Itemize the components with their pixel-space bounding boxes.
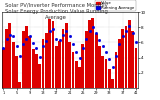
Bar [85,31,88,88]
Bar [118,39,121,88]
Bar [12,42,15,88]
Bar [88,20,91,88]
Bar [25,26,28,88]
Bar [58,41,61,88]
Bar [2,48,5,88]
Bar [95,34,98,88]
Legend: Value, Running Average: Value, Running Average [95,0,136,11]
Bar [15,56,18,88]
Bar [111,79,114,88]
Bar [135,48,137,88]
Bar [28,36,31,88]
Bar [18,82,21,88]
Bar [45,33,48,88]
Bar [38,64,41,88]
Bar [105,59,108,88]
Bar [125,26,127,88]
Bar [22,31,25,88]
Bar [68,42,71,88]
Bar [98,46,101,88]
Bar [78,67,81,88]
Bar [91,18,94,88]
Bar [128,20,131,88]
Bar [108,69,111,88]
Bar [8,23,11,88]
Bar [42,39,44,88]
Bar [32,49,35,88]
Bar [131,31,134,88]
Bar [55,46,58,88]
Bar [101,56,104,88]
Text: Solar PV/Inverter Performance Monthly Solar Energy Production Value Running Aver: Solar PV/Inverter Performance Monthly So… [5,3,107,20]
Bar [52,21,54,88]
Bar [62,29,64,88]
Bar [121,29,124,88]
Bar [72,52,74,88]
Bar [65,23,68,88]
Bar [81,44,84,88]
Bar [115,52,117,88]
Bar [48,19,51,88]
Bar [75,61,78,88]
Bar [5,29,8,88]
Bar [35,54,38,88]
